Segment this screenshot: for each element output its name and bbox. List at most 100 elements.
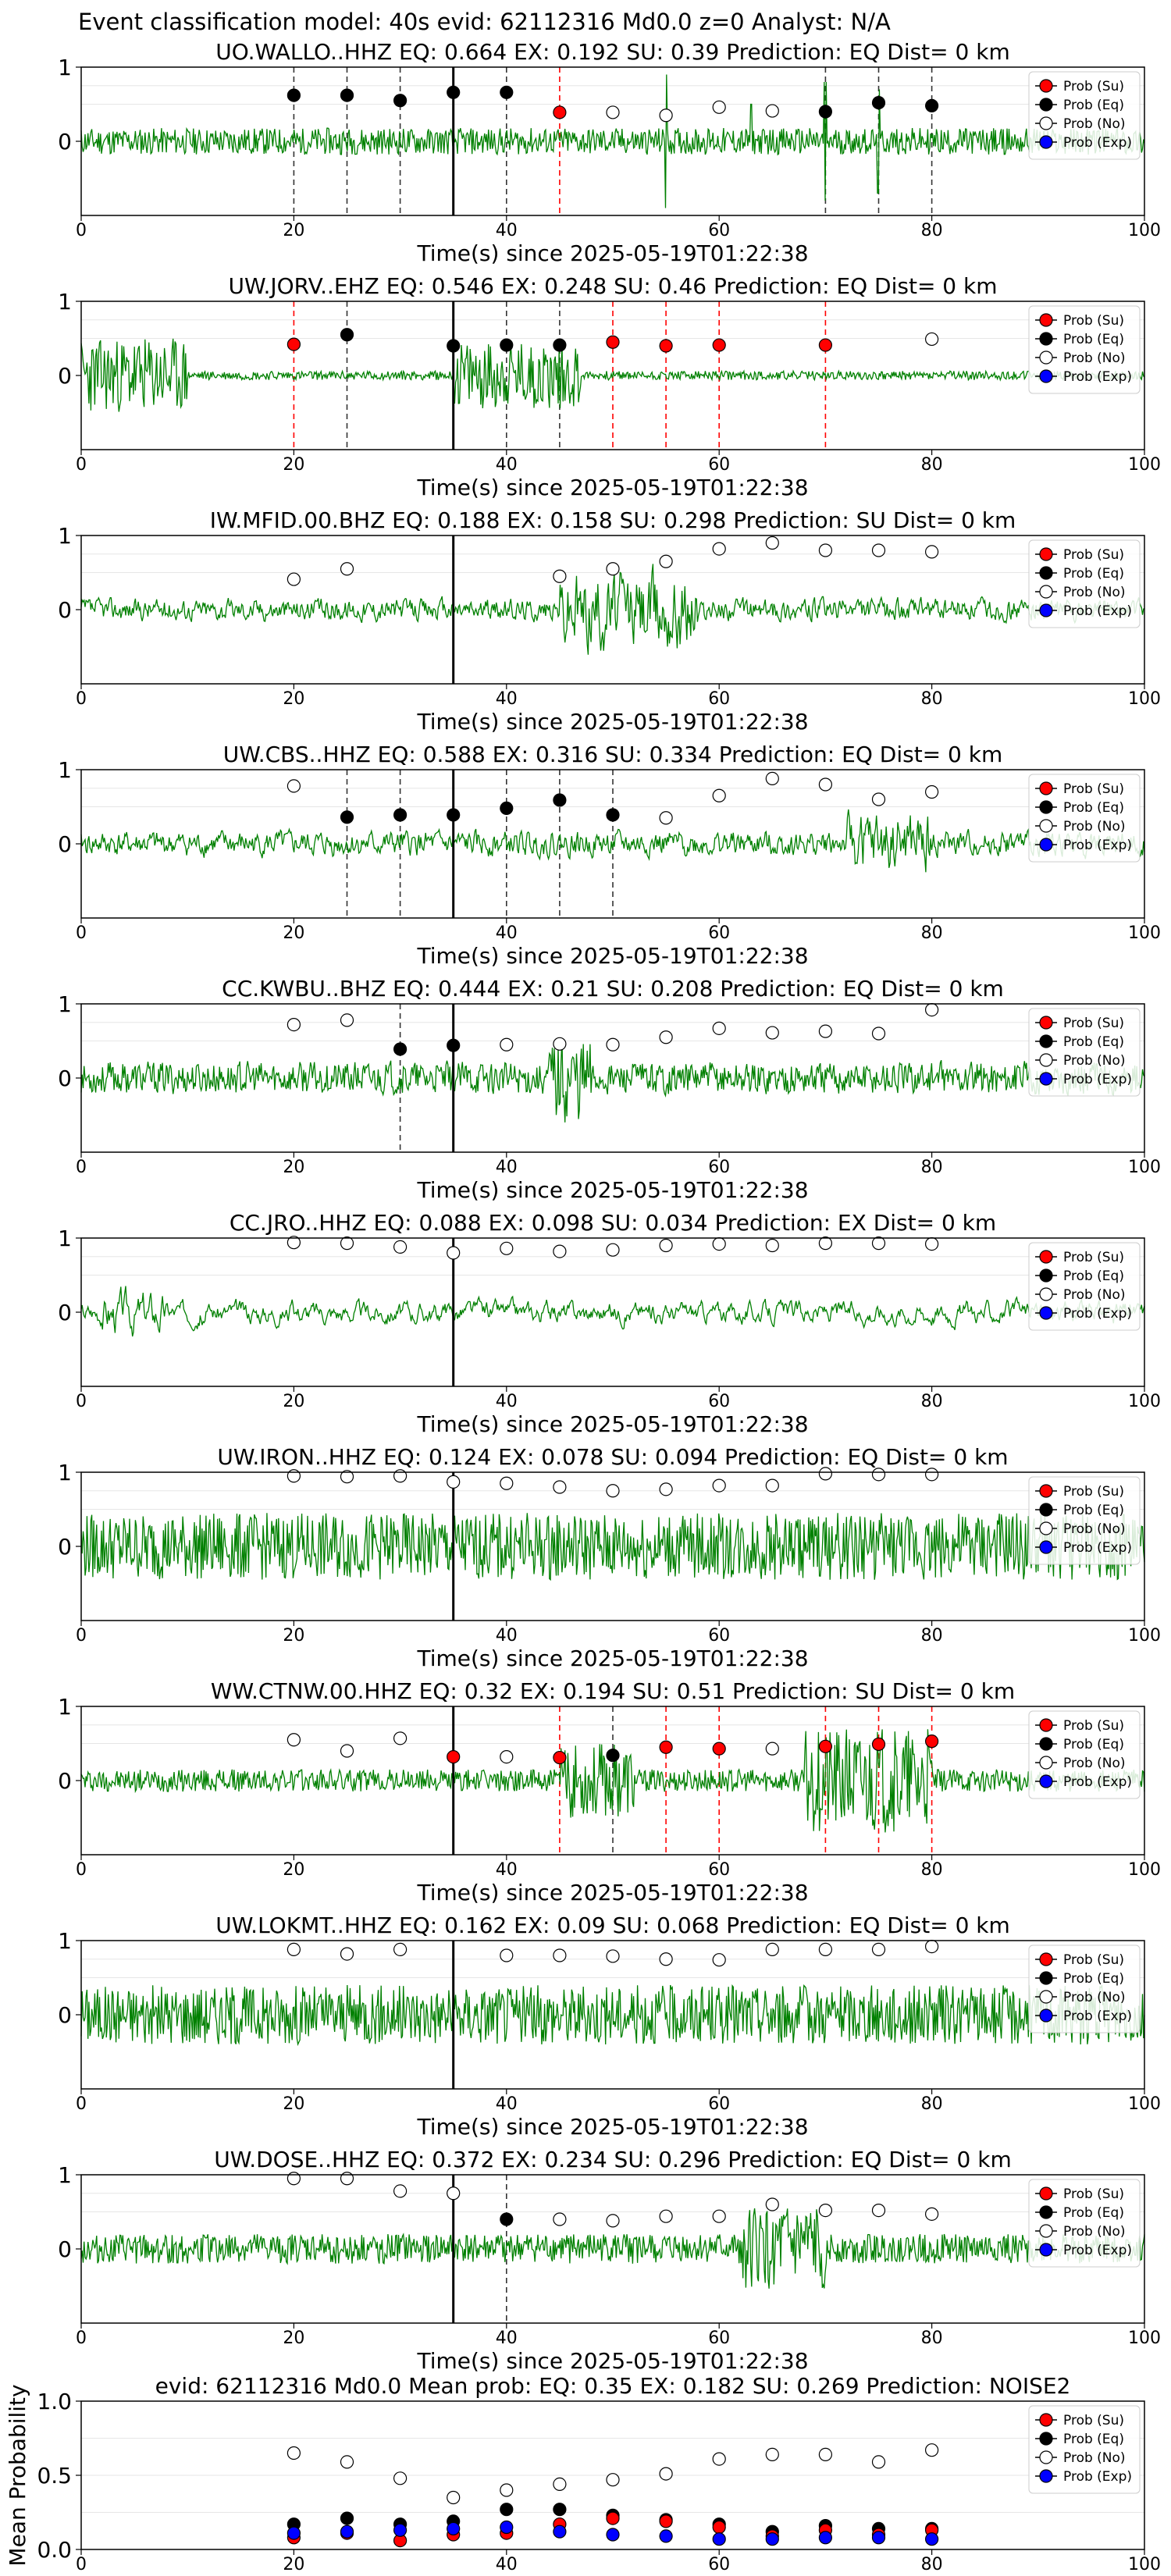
y-tick-label: 0	[58, 2236, 72, 2262]
x-tick-label: 20	[283, 221, 304, 240]
prob-marker-no	[659, 1238, 673, 1253]
prob-marker-no	[340, 562, 354, 576]
legend-box	[1028, 1476, 1141, 1565]
x-tick-label: 100	[1128, 2094, 1161, 2114]
panel-title: CC.KWBU..BHZ EQ: 0.444 EX: 0.21 SU: 0.20…	[222, 976, 1004, 1002]
prob-marker-no	[871, 543, 886, 557]
legend-marker-eq	[1039, 1737, 1053, 1751]
waveform-trace	[80, 2208, 1145, 2289]
x-tick-label: 60	[708, 2555, 730, 2574]
prob-marker-no	[765, 771, 779, 786]
prob-marker-no	[659, 1030, 673, 1044]
x-tick-label: 20	[283, 1860, 304, 1880]
legend-label: Prob (No)	[1063, 1990, 1126, 2005]
legend-marker-no	[1039, 819, 1053, 833]
x-tick-label: 80	[921, 923, 943, 943]
waveform-trace	[80, 1984, 1145, 2047]
legend-label: Prob (Exp)	[1063, 135, 1132, 151]
prob-marker-no	[606, 1037, 620, 1051]
prob-marker-no	[500, 1241, 514, 1255]
x-tick-label: 60	[708, 1392, 730, 1411]
x-tick-label: 100	[1128, 221, 1161, 240]
prob-marker-eq	[553, 338, 567, 352]
x-axis-label: Time(s) since 2025-05-19T01:22:38	[416, 1646, 808, 1671]
legend-marker-eq	[1039, 1971, 1053, 1985]
figure-title: Event classification model: 40s evid: 62…	[78, 9, 891, 35]
x-tick-label: 80	[921, 221, 943, 240]
mean-prob-marker-no	[712, 2452, 726, 2466]
legend-marker-no	[1039, 1990, 1053, 2004]
y-tick-label: 0	[58, 1534, 72, 1560]
prob-marker-eq	[606, 1749, 620, 1763]
legend-label: Prob (Eq)	[1063, 2432, 1124, 2447]
x-tick-label: 20	[283, 1392, 304, 1411]
prob-marker-no	[500, 1948, 514, 1962]
y-tick-label: 1	[58, 1928, 72, 1954]
y-tick-label: 1	[58, 55, 72, 80]
mean-prob-marker-no	[659, 2467, 673, 2481]
legend-label: Prob (Exp)	[1063, 838, 1132, 853]
legend-marker-exp	[1039, 1306, 1053, 1320]
x-tick-label: 100	[1128, 689, 1161, 709]
y-tick-label: 1	[58, 757, 72, 783]
legend-marker-exp	[1039, 1540, 1053, 1554]
x-tick-label: 80	[921, 1860, 943, 1880]
legend-label: Prob (Su)	[1063, 1952, 1124, 1968]
prob-marker-eq	[340, 88, 354, 102]
x-tick-label: 80	[921, 1392, 943, 1411]
y-tick-label: 1	[58, 523, 72, 549]
prob-marker-no	[765, 535, 779, 550]
prob-marker-no	[818, 543, 833, 557]
legend-marker-exp	[1039, 2008, 1053, 2023]
chart-panel: CC.JRO..HHZ EQ: 0.088 EX: 0.098 SU: 0.03…	[58, 1210, 1161, 1437]
prob-marker-eq	[340, 328, 354, 342]
prob-marker-no	[287, 1733, 301, 1747]
prob-marker-su	[287, 337, 301, 351]
legend-label: Prob (Eq)	[1063, 2205, 1124, 2221]
x-tick-label: 60	[708, 2329, 730, 2348]
mean-prob-marker-no	[553, 2477, 567, 2491]
prob-marker-no	[393, 1469, 408, 1483]
legend-label: Prob (Su)	[1063, 1016, 1124, 1031]
prob-marker-no	[287, 1017, 301, 1032]
legend-label: Prob (Exp)	[1063, 1774, 1132, 1790]
panel-title: UW.CBS..HHZ EQ: 0.588 EX: 0.316 SU: 0.33…	[223, 742, 1002, 767]
prob-marker-eq	[500, 85, 514, 99]
prob-marker-no	[712, 1953, 726, 1967]
x-tick-label: 100	[1128, 1626, 1161, 1646]
legend-label: Prob (Exp)	[1063, 2008, 1132, 2024]
x-tick-label: 60	[708, 1158, 730, 1177]
y-tick-label: 1	[58, 289, 72, 315]
chart-panel: UW.JORV..EHZ EQ: 0.546 EX: 0.248 SU: 0.4…	[58, 273, 1161, 500]
x-tick-label: 80	[921, 455, 943, 475]
prob-marker-no	[287, 572, 301, 586]
panel-title: evid: 62112316 Md0.0 Mean prob: EQ: 0.35…	[155, 2373, 1071, 2399]
prob-marker-no	[553, 1244, 567, 1258]
legend-marker-exp	[1039, 603, 1053, 617]
prob-marker-eq	[393, 808, 408, 822]
prob-marker-no	[553, 1948, 567, 1962]
prob-marker-no	[712, 1021, 726, 1035]
legend-marker-su	[1039, 1952, 1053, 1966]
legend-label: Prob (Eq)	[1063, 1268, 1124, 1284]
mean-prob-marker-no	[287, 2446, 301, 2460]
mean-prob-marker-exp	[818, 2531, 833, 2545]
x-tick-label: 40	[496, 2094, 518, 2114]
prob-marker-no	[765, 1238, 779, 1253]
prob-marker-no	[340, 1013, 354, 1027]
prob-marker-no	[340, 1947, 354, 1961]
legend-marker-no	[1039, 350, 1053, 365]
prob-marker-no	[287, 779, 301, 793]
y-tick-label: 1.0	[37, 2389, 72, 2414]
y-tick-label: 0	[58, 129, 72, 155]
prob-marker-no	[712, 100, 726, 114]
prob-marker-no	[765, 104, 779, 118]
mean-prob-marker-exp	[500, 2520, 514, 2535]
prob-marker-su	[606, 335, 620, 349]
legend-marker-su	[1039, 2413, 1053, 2427]
legend-label: Prob (Exp)	[1063, 2469, 1132, 2485]
prob-marker-no	[818, 1467, 833, 1481]
prob-marker-no	[871, 1236, 886, 1251]
legend-marker-no	[1039, 2450, 1053, 2464]
mean-prob-marker-no	[340, 2455, 354, 2469]
